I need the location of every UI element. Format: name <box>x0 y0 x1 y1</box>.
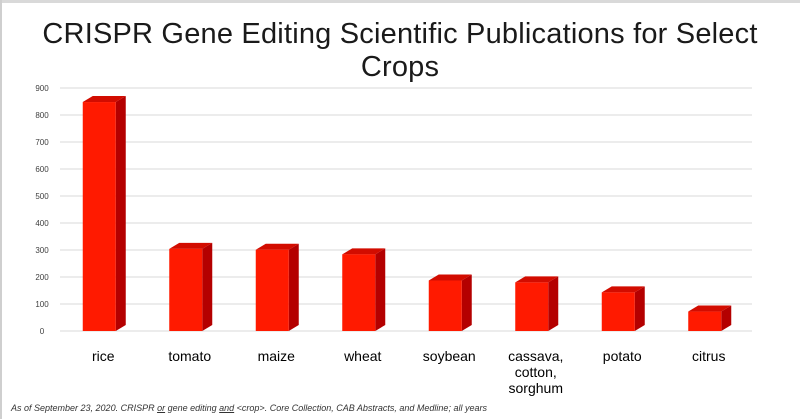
bar-top <box>428 274 472 281</box>
category-label: sorghum <box>509 380 563 396</box>
bar <box>688 311 722 331</box>
category-label: maize <box>258 348 296 364</box>
bar <box>428 280 462 331</box>
category-label: cassava, <box>508 348 563 364</box>
category-label: wheat <box>343 348 381 364</box>
category-label: rice <box>92 348 115 364</box>
bar-top <box>601 286 645 293</box>
footnote-and: and <box>219 403 235 413</box>
category-label: potato <box>603 348 642 364</box>
bar-side <box>461 274 472 331</box>
bar-side <box>288 243 299 331</box>
bar-side <box>548 276 559 331</box>
bar-side <box>634 286 645 331</box>
y-tick-label: 600 <box>35 165 49 174</box>
bar-top <box>515 276 559 283</box>
bar-side <box>721 305 732 331</box>
bar <box>255 249 289 331</box>
chart-title: CRISPR Gene Editing Scientific Publicati… <box>42 18 758 83</box>
bar <box>515 282 549 331</box>
footnote-part-1: As of September 23, 2020. CRISPR <box>11 403 158 413</box>
y-tick-label: 400 <box>35 219 49 228</box>
category-label: citrus <box>692 348 725 364</box>
footnote-or: or <box>157 403 166 413</box>
bar-top <box>82 96 126 103</box>
footnote-part-3: <crop>. Core Collection, CAB Abstracts, … <box>234 403 487 413</box>
y-tick-label: 200 <box>35 273 49 282</box>
category-label: cotton, <box>515 364 557 380</box>
bar-top <box>169 242 213 249</box>
top-band <box>0 0 800 3</box>
y-tick-label: 500 <box>35 192 49 201</box>
bar-side <box>375 248 386 331</box>
bar <box>169 248 203 331</box>
footnote: As of September 23, 2020. CRISPR or gene… <box>11 403 487 413</box>
y-tick-label: 900 <box>35 84 49 93</box>
bar-top <box>342 248 386 255</box>
left-band <box>0 0 2 419</box>
bar-side <box>202 242 213 331</box>
bar <box>82 102 116 331</box>
bar <box>601 292 635 331</box>
bar-top <box>255 243 299 250</box>
y-tick-label: 0 <box>40 327 45 336</box>
y-tick-label: 100 <box>35 300 49 309</box>
bar-side <box>115 96 126 331</box>
y-tick-label: 700 <box>35 138 49 147</box>
footnote-part-2: gene editing <box>165 403 220 413</box>
category-label: soybean <box>423 348 476 364</box>
bar <box>342 254 376 331</box>
y-tick-label: 300 <box>35 246 49 255</box>
bar-chart: 0 100 200 300 400 500 600 700 800 900 rice tomato ma… <box>35 84 752 396</box>
bar-top <box>688 305 732 312</box>
category-label: tomato <box>168 348 211 364</box>
y-tick-label: 800 <box>35 111 49 120</box>
